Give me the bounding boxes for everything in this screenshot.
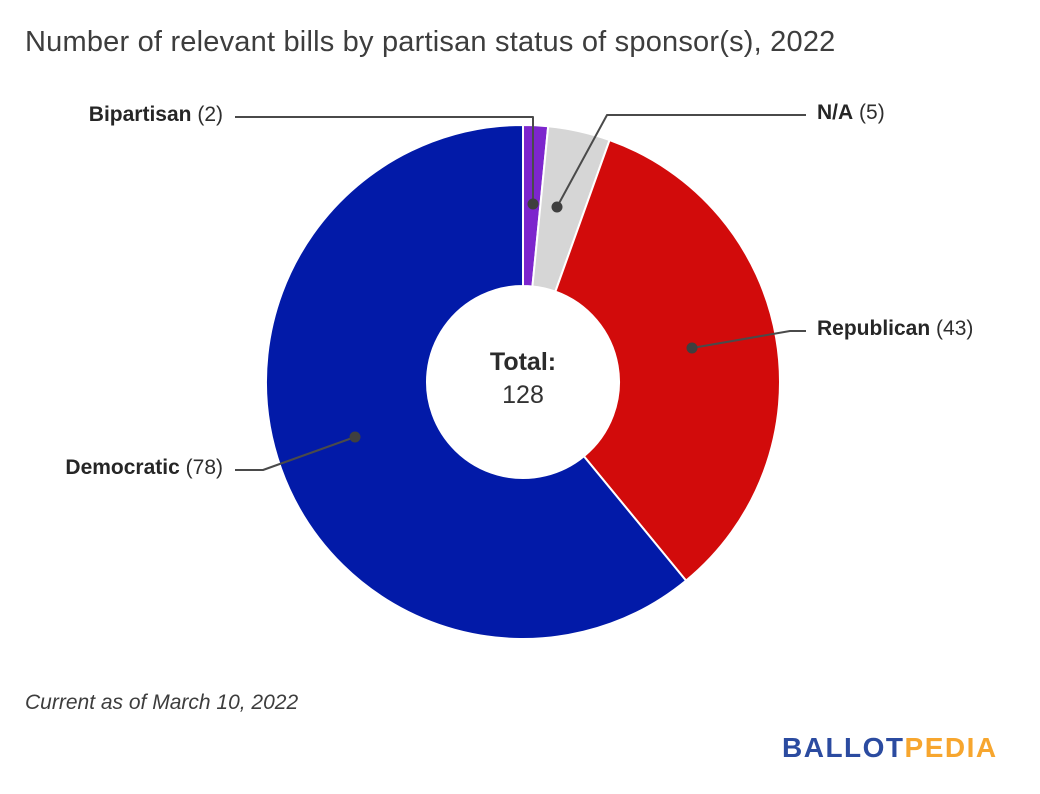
logo-text-ballot: BALLOT — [782, 732, 905, 763]
slice-republican — [554, 139, 781, 582]
callout-republican: Republican (43) — [817, 317, 973, 341]
leader-dot-bipartisan — [527, 198, 539, 210]
slice-democratic — [265, 124, 688, 640]
callout-democratic-label: Democratic — [65, 456, 180, 479]
callout-democratic: Democratic (78) — [65, 456, 223, 480]
logo-text-pedia: PEDIA — [904, 732, 998, 763]
leader-line-democratic — [235, 436, 356, 471]
leader-dot-democratic — [349, 431, 361, 443]
callout-na-count: (5) — [859, 101, 885, 124]
callout-na: N/A (5) — [817, 101, 885, 125]
leader-line-na — [556, 114, 806, 208]
callout-republican-count: (43) — [936, 317, 974, 340]
callout-bipartisan-count: (2) — [197, 103, 223, 126]
chart-title: Number of relevant bills by partisan sta… — [25, 26, 836, 58]
ballotpedia-logo: BALLOTPEDIA — [782, 732, 998, 764]
total-value: 128 — [502, 381, 544, 409]
leader-dot-na — [551, 201, 563, 213]
donut-center-label: Total: 128 — [443, 346, 603, 412]
callout-na-label: N/A — [817, 101, 854, 124]
leader-line-bipartisan — [235, 116, 534, 204]
total-label: Total: — [489, 348, 557, 376]
callout-republican-label: Republican — [817, 317, 931, 340]
callout-bipartisan-label: Bipartisan — [88, 103, 192, 126]
leader-line-republican — [691, 330, 806, 349]
callout-bipartisan: Bipartisan (2) — [89, 103, 223, 127]
leader-dot-republican — [686, 342, 698, 354]
callout-democratic-count: (78) — [185, 456, 223, 479]
footnote-date: Current as of March 10, 2022 — [25, 691, 299, 714]
